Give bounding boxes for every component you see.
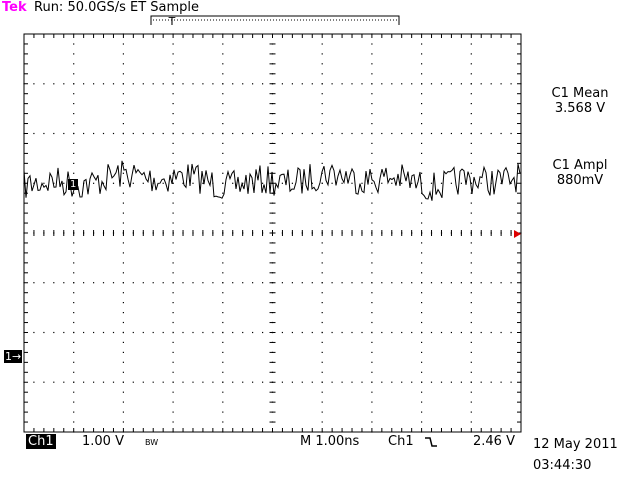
- ch1-vertical-scale: 1.00 V: [82, 434, 124, 449]
- ch1-ground-marker: 1→: [4, 350, 23, 363]
- trigger-level-arrow-icon: [514, 230, 521, 238]
- acquisition-status: Run: 50.0GS/s ET Sample: [34, 0, 200, 15]
- bandwidth-limit-indicator: BW: [145, 438, 159, 447]
- measurement-1-label: C1 Mean: [551, 86, 609, 101]
- horizontal-timebase: M 1.00ns: [300, 434, 360, 449]
- trigger-level: 2.46 V: [473, 434, 515, 449]
- trigger-position-marker: T: [168, 15, 176, 26]
- measurement-2-value: 880mV: [556, 173, 604, 188]
- trigger-source: Ch1: [388, 434, 414, 449]
- date-readout: 12 May 2011: [533, 437, 618, 452]
- measurement-1-value: 3.568 V: [554, 101, 606, 116]
- ch1-waveform-trace: [23, 160, 521, 201]
- record-view-bracket: T: [150, 15, 400, 26]
- falling-edge-icon: [425, 437, 437, 447]
- measurement-2-label: C1 Ampl: [552, 158, 608, 173]
- time-readout: 03:44:30: [533, 458, 592, 473]
- ch1-label: Ch1: [26, 434, 56, 449]
- ch1-trace-marker: 1: [68, 179, 79, 190]
- brand-logo: Tek: [2, 0, 27, 15]
- graticule-grid: [23, 33, 522, 433]
